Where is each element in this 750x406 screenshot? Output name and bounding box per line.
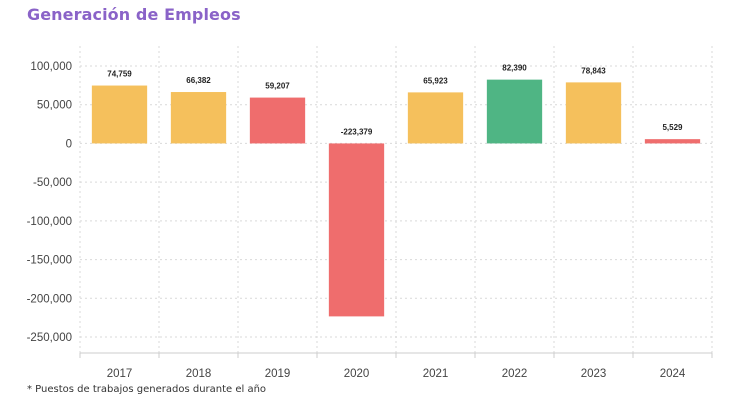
- data-label-2023: 78,843: [581, 66, 606, 75]
- y-tick-label: -200,000: [27, 293, 72, 305]
- footnote: * Puestos de trabajos generados durante …: [27, 384, 267, 395]
- data-label-2020: -223,379: [341, 127, 373, 136]
- bar-2018: [170, 92, 227, 144]
- data-label-2017: 74,759: [107, 70, 132, 79]
- y-tick-label: -50,000: [33, 177, 72, 189]
- x-tick-label-2018: 2018: [186, 368, 212, 380]
- bar-2019: [249, 97, 306, 144]
- x-tick-label-2020: 2020: [344, 368, 370, 380]
- data-label-2018: 66,382: [186, 76, 211, 85]
- data-label-2024: 5,529: [662, 123, 683, 132]
- x-tick-label-2022: 2022: [502, 368, 528, 380]
- x-tick-label-2021: 2021: [423, 368, 449, 380]
- y-tick-label: -250,000: [27, 332, 72, 344]
- y-tick-label: 100,000: [30, 61, 72, 73]
- x-tick-label-2019: 2019: [265, 368, 291, 380]
- bar-2023: [565, 82, 622, 144]
- y-tick-label: -100,000: [27, 216, 72, 228]
- chart-title: Generación de Empleos: [27, 5, 241, 24]
- data-label-2019: 59,207: [265, 82, 290, 91]
- bar-2017: [91, 85, 148, 144]
- x-tick-label-2024: 2024: [660, 368, 686, 380]
- y-tick-label: -150,000: [27, 255, 72, 267]
- y-tick-label: 0: [66, 138, 72, 150]
- bar-2020: [328, 143, 385, 317]
- y-tick-label: 50,000: [37, 100, 72, 112]
- x-tick-label-2023: 2023: [581, 368, 607, 380]
- bar-2021: [407, 92, 464, 144]
- x-tick-label-2017: 2017: [107, 368, 133, 380]
- data-label-2022: 82,390: [502, 64, 527, 73]
- bar-2022: [486, 79, 543, 144]
- data-label-2021: 65,923: [423, 76, 448, 85]
- bar-2024: [644, 139, 701, 144]
